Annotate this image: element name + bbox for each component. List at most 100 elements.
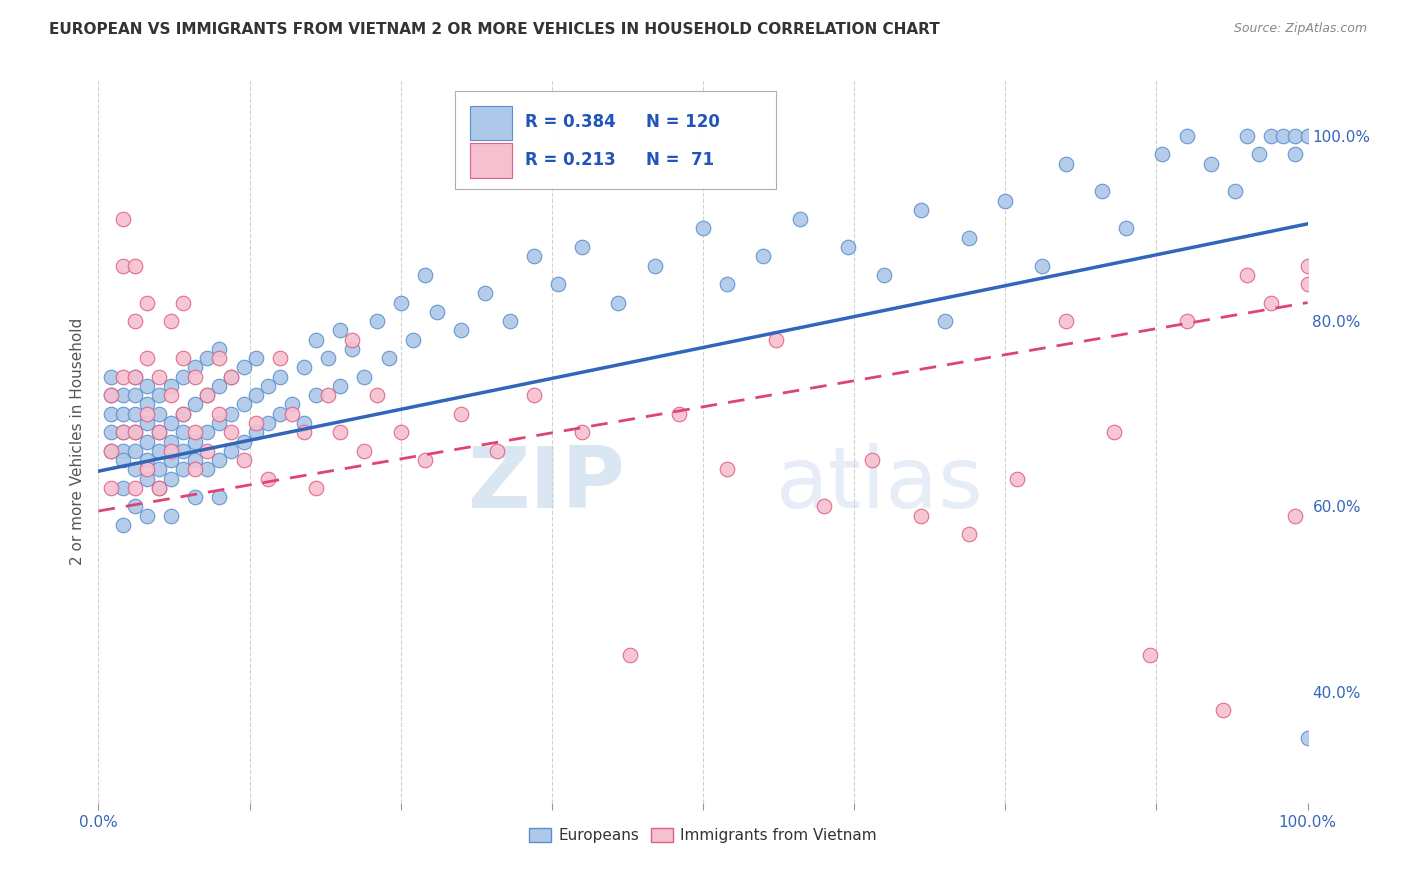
Point — [148, 388, 170, 402]
Point — [172, 425, 194, 440]
Point — [245, 388, 267, 402]
Point — [172, 351, 194, 366]
Point — [353, 369, 375, 384]
Point — [957, 231, 980, 245]
Point — [1249, 147, 1271, 161]
Point — [765, 333, 787, 347]
Point — [124, 259, 146, 273]
Point — [353, 443, 375, 458]
Point — [160, 443, 183, 458]
Point — [692, 221, 714, 235]
Point — [124, 369, 146, 384]
Point — [184, 462, 207, 476]
Point — [474, 286, 496, 301]
Point — [124, 314, 146, 328]
Point — [148, 369, 170, 384]
Point — [934, 314, 956, 328]
Point — [232, 453, 254, 467]
Point — [910, 202, 932, 217]
Point — [148, 462, 170, 476]
Point — [305, 481, 328, 495]
Point — [111, 259, 134, 273]
FancyBboxPatch shape — [456, 91, 776, 189]
Point — [172, 407, 194, 421]
Point — [148, 425, 170, 440]
Point — [172, 369, 194, 384]
Point — [245, 425, 267, 440]
Point — [172, 443, 194, 458]
Point — [256, 472, 278, 486]
Point — [184, 434, 207, 449]
Point — [184, 490, 207, 504]
Point — [607, 295, 630, 310]
Point — [450, 323, 472, 337]
Point — [1139, 648, 1161, 662]
Point — [208, 416, 231, 430]
Point — [1284, 147, 1306, 161]
Point — [716, 277, 738, 291]
Point — [1284, 128, 1306, 143]
Point — [1284, 508, 1306, 523]
Text: R = 0.213: R = 0.213 — [526, 152, 616, 169]
Point — [184, 369, 207, 384]
Point — [547, 277, 569, 291]
FancyBboxPatch shape — [470, 105, 512, 140]
Point — [571, 425, 593, 440]
Point — [111, 517, 134, 532]
Point — [135, 508, 157, 523]
Point — [100, 443, 122, 458]
Point — [1152, 147, 1174, 161]
Point — [498, 314, 520, 328]
Point — [221, 369, 243, 384]
Point — [111, 369, 134, 384]
Point — [486, 443, 509, 458]
Point — [329, 379, 352, 393]
Point — [413, 268, 436, 282]
Point — [281, 397, 304, 411]
Point — [329, 323, 352, 337]
Point — [1260, 128, 1282, 143]
Point — [135, 351, 157, 366]
Point — [305, 333, 328, 347]
Point — [172, 295, 194, 310]
Point — [111, 407, 134, 421]
Point — [523, 388, 546, 402]
Point — [208, 379, 231, 393]
Point — [195, 388, 218, 402]
Point — [1031, 259, 1053, 273]
Point — [1054, 314, 1077, 328]
Point — [523, 249, 546, 263]
Point — [148, 407, 170, 421]
Point — [160, 508, 183, 523]
Point — [256, 379, 278, 393]
Point — [1102, 425, 1125, 440]
Point — [124, 462, 146, 476]
Legend: Europeans, Immigrants from Vietnam: Europeans, Immigrants from Vietnam — [523, 822, 883, 849]
Point — [957, 527, 980, 541]
Point — [1007, 472, 1029, 486]
Point — [184, 453, 207, 467]
Point — [269, 351, 291, 366]
Point — [860, 453, 883, 467]
Point — [1091, 185, 1114, 199]
FancyBboxPatch shape — [470, 143, 512, 178]
Point — [873, 268, 896, 282]
Text: N =  71: N = 71 — [647, 152, 714, 169]
Point — [269, 407, 291, 421]
Point — [100, 388, 122, 402]
Point — [195, 462, 218, 476]
Point — [135, 397, 157, 411]
Point — [124, 388, 146, 402]
Point — [389, 425, 412, 440]
Point — [172, 407, 194, 421]
Point — [124, 443, 146, 458]
Point — [100, 407, 122, 421]
Point — [716, 462, 738, 476]
Point — [111, 425, 134, 440]
Point — [789, 212, 811, 227]
Point — [124, 481, 146, 495]
Point — [100, 369, 122, 384]
Point — [245, 351, 267, 366]
Text: EUROPEAN VS IMMIGRANTS FROM VIETNAM 2 OR MORE VEHICLES IN HOUSEHOLD CORRELATION : EUROPEAN VS IMMIGRANTS FROM VIETNAM 2 OR… — [49, 22, 941, 37]
Point — [316, 388, 339, 402]
